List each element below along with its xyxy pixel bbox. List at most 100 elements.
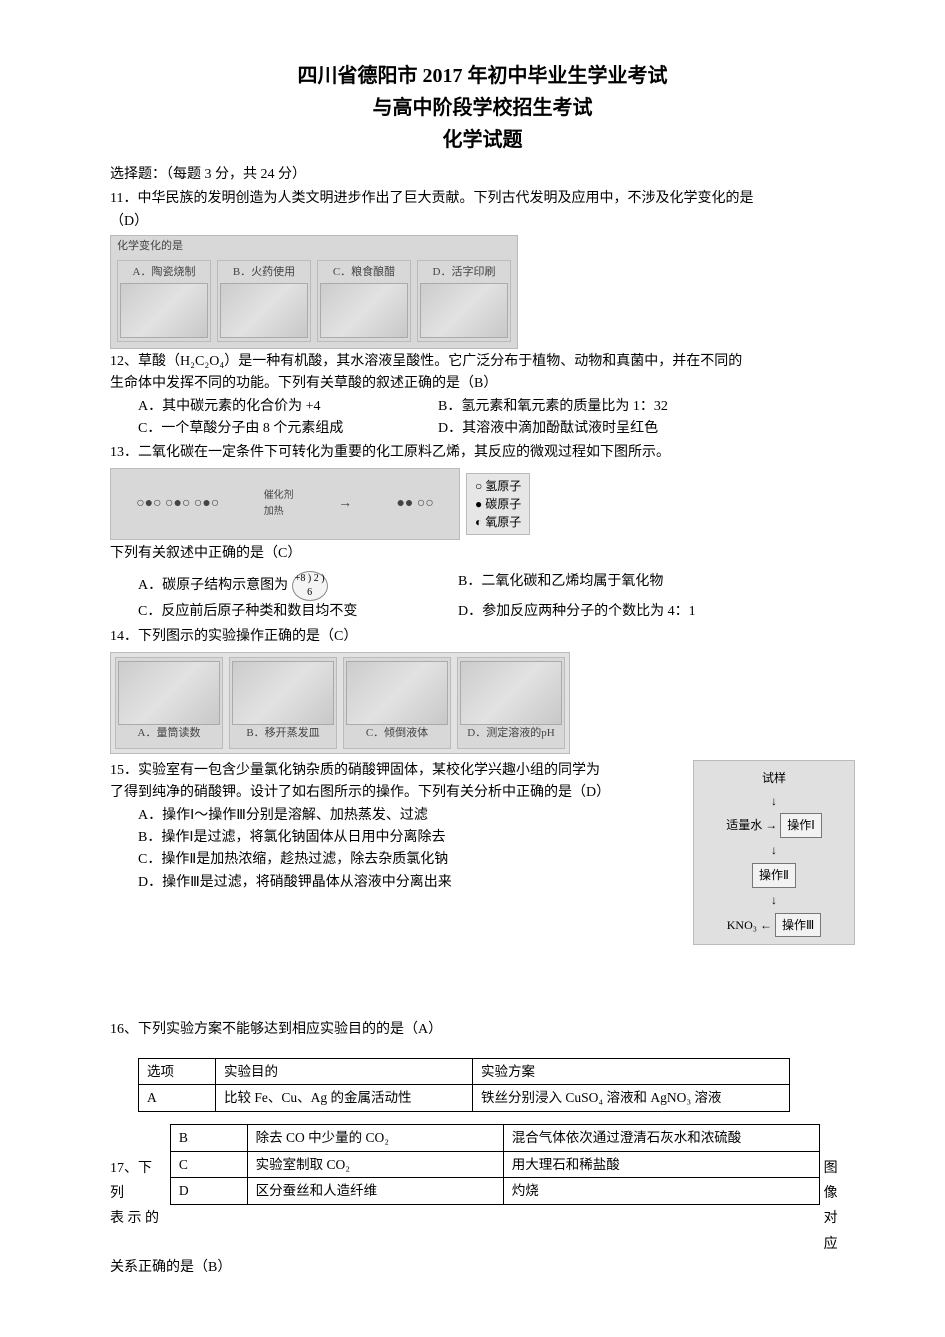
question-14: 14．下列图示的实验操作正确的是（C） A．量筒读数 B．移开蒸发皿 C．倾倒液… — [110, 626, 855, 758]
question-12: 12、草酸（H₂C₂O₄）是一种有机酸，其水溶液呈酸性。它广泛分布于植物、动物和… — [110, 351, 855, 441]
flow-kno3: KNO₃ ← — [727, 918, 772, 932]
q13-opts-row2: C．反应前后原子种类和数目均不变 D．参加反应两种分子的个数比为 4：1 — [110, 601, 855, 623]
q11-opt-a: A．陶瓷烧制 — [117, 260, 211, 342]
q13-opt-b: B．二氧化碳和乙烯均属于氧化物 — [458, 571, 663, 601]
q12-opts-row1: A．其中碳元素的化合价为 +4 B．氢元素和氧元素的质量比为 1：32 — [110, 396, 855, 418]
gunpowder-icon — [220, 283, 308, 337]
q16-d1: 区分蚕丝和人造纤维 — [247, 1178, 503, 1205]
q16-c1: 实验室制取 CO₂ — [247, 1151, 503, 1178]
q12-line1: 12、草酸（H₂C₂O₄）是一种有机酸，其水溶液呈酸性。它广泛分布于植物、动物和… — [110, 351, 855, 373]
flow-arrow-3: ↓ — [704, 889, 844, 912]
atom-structure-icon: +8 ) 2 ) 6 — [292, 571, 328, 601]
q16-a1: 比较 Fe、Cu、Ag 的金属活动性 — [216, 1085, 473, 1112]
q13-line1: 13．二氧化碳在一定条件下可转化为重要的化工原料乙烯，其反应的微观过程如下图所示… — [110, 442, 855, 464]
legend-h: ○ 氢原子 — [475, 477, 521, 495]
evaporating-dish-icon — [232, 661, 334, 725]
legend-o: ◐ 氧原子 — [475, 513, 521, 531]
q16-h2: 实验方案 — [473, 1058, 790, 1085]
q14-d-label: D．测定溶液的pH — [467, 725, 554, 743]
flow-op3: 操作Ⅲ — [775, 913, 821, 938]
q16-h1: 实验目的 — [216, 1058, 473, 1085]
q12-line2: 生命体中发挥不同的功能。下列有关草酸的叙述正确的是（B） — [110, 373, 855, 395]
q16-d2: 灼烧 — [503, 1178, 819, 1205]
q13-a-pre: A．碳原子结构示意图为 — [138, 578, 288, 593]
pouring-liquid-icon — [346, 661, 448, 725]
q17-right-1: 图 像 — [824, 1156, 855, 1206]
table-row: B 除去 CO 中少量的 CO₂ 混合气体依次通过澄清石灰水和浓硫酸 — [170, 1125, 819, 1152]
q11-opt-d-label: D．活字印刷 — [433, 264, 496, 282]
reaction-diagram: ○●○ ○●○ ○●○ 催化剂加热 → ●● ○○ — [110, 468, 460, 540]
q15-line1: 15．实验室有一包含少量氯化钠杂质的硝酸钾固体，某校化学兴趣小组的同学为 — [110, 760, 679, 782]
question-11: 11．中华民族的发明创造为人类文明进步作出了巨大贡献。下列古代发明及应用中，不涉… — [110, 188, 855, 348]
flow-row-3: KNO₃ ← 操作Ⅲ — [704, 912, 844, 939]
cylinder-reading-icon — [118, 661, 220, 725]
product-icon: ●● ○○ — [396, 493, 433, 515]
q14-b-label: B．移开蒸发皿 — [246, 725, 319, 743]
q14-stem: 14．下列图示的实验操作正确的是（C） — [110, 626, 855, 648]
q13-opt-c: C．反应前后原子种类和数目均不变 — [138, 601, 458, 623]
q15-line2: 了得到纯净的硝酸钾。设计了如右图所示的操作。下列有关分析中正确的是（D） — [110, 782, 679, 804]
q17-right-2: 对 应 — [824, 1206, 855, 1256]
q16-b1: 除去 CO 中少量的 CO₂ — [247, 1125, 503, 1152]
table-row: A 比较 Fe、Cu、Ag 的金属活动性 铁丝分别浸入 CuSO₄ 溶液和 Ag… — [139, 1085, 790, 1112]
q12-opts-row2: C．一个草酸分子由 8 个元素组成 D．其溶液中滴加酚酞试液时呈红色 — [110, 418, 855, 440]
q17-left-2: 表 示 的 — [110, 1206, 166, 1231]
q16-lower-wrap: 17、下列 表 示 的 B 除去 CO 中少量的 CO₂ 混合气体依次通过澄清石… — [110, 1118, 855, 1257]
vinegar-icon — [320, 283, 408, 337]
q17-tail: 关系正确的是（B） — [110, 1257, 855, 1279]
q13-mid: 下列有关叙述中正确的是（C） — [110, 543, 855, 565]
q11-opt-c: C．粮食酿醋 — [317, 260, 411, 342]
ph-test-icon — [460, 661, 562, 725]
flow-water: 适量水 → — [726, 818, 777, 832]
q13-diagram-row: ○●○ ○●○ ○●○ 催化剂加热 → ●● ○○ ○ 氢原子 ● 碳原子 ◐ … — [110, 468, 855, 540]
q16-a2: 铁丝分别浸入 CuSO₄ 溶液和 AgNO₃ 溶液 — [473, 1085, 790, 1112]
q12-opt-d: D．其溶液中滴加酚酞试液时呈红色 — [438, 418, 658, 440]
q14-c-label: C．倾倒液体 — [366, 725, 428, 743]
flow-sample: 试样 — [704, 767, 844, 790]
q16-a0: A — [139, 1085, 216, 1112]
q13-opt-d: D．参加反应两种分子的个数比为 4：1 — [458, 601, 696, 623]
q11-image-strip: 化学变化的是 A．陶瓷烧制 B．火药使用 C．粮食酿醋 D．活字印刷 — [110, 235, 518, 349]
q11-opt-a-label: A．陶瓷烧制 — [133, 264, 196, 282]
q15-text: 15．实验室有一包含少量氯化钠杂质的硝酸钾固体，某校化学兴趣小组的同学为 了得到… — [110, 760, 679, 894]
q14-opt-b: B．移开蒸发皿 — [229, 657, 337, 749]
molecule-icon: ○●○ ○●○ ○●○ — [136, 493, 219, 515]
q13-opts-row1: A．碳原子结构示意图为 +8 ) 2 ) 6 B．二氧化碳和乙烯均属于氧化物 — [110, 571, 855, 601]
q16-c0: C — [170, 1151, 247, 1178]
question-13: 13．二氧化碳在一定条件下可转化为重要的化工原料乙烯，其反应的微观过程如下图所示… — [110, 442, 855, 623]
title-line-1: 四川省德阳市 2017 年初中毕业生学业考试 — [110, 60, 855, 92]
q17-left-fragment: 17、下列 表 示 的 — [110, 1118, 170, 1232]
q11-strip-caption: 化学变化的是 — [117, 238, 511, 256]
q12-opt-b: B．氢元素和氧元素的质量比为 1：32 — [438, 396, 668, 418]
legend-c: ● 碳原子 — [475, 495, 521, 513]
q16-table-bottom: B 除去 CO 中少量的 CO₂ 混合气体依次通过澄清石灰水和浓硫酸 C 实验室… — [170, 1124, 820, 1205]
section-intro: 选择题：（每题 3 分，共 24 分） — [110, 164, 855, 186]
flow-op2: 操作Ⅱ — [752, 863, 796, 888]
flow-op1: 操作Ⅰ — [780, 813, 822, 838]
question-15: 15．实验室有一包含少量氯化钠杂质的硝酸钾固体，某校化学兴趣小组的同学为 了得到… — [110, 760, 855, 946]
table-row: D 区分蚕丝和人造纤维 灼烧 — [170, 1178, 819, 1205]
q15-opt-c: C．操作Ⅱ是加热浓缩，趁热过滤，除去杂质氯化钠 — [110, 849, 679, 871]
ceramic-icon — [120, 283, 208, 337]
q11-stem-1: 11．中华民族的发明创造为人类文明进步作出了巨大贡献。下列古代发明及应用中，不涉… — [110, 188, 855, 210]
q16-table-top: 选项 实验目的 实验方案 A 比较 Fe、Cu、Ag 的金属活动性 铁丝分别浸入… — [138, 1058, 790, 1112]
q13-opt-a: A．碳原子结构示意图为 +8 ) 2 ) 6 — [138, 571, 458, 601]
q14-a-label: A．量筒读数 — [138, 725, 201, 743]
atom-legend: ○ 氢原子 ● 碳原子 ◐ 氧原子 — [466, 473, 530, 535]
q16-d0: D — [170, 1178, 247, 1205]
q14-opt-c: C．倾倒液体 — [343, 657, 451, 749]
question-16: 16、下列实验方案不能够达到相应实验目的的是（A） 选项 实验目的 实验方案 A… — [110, 1019, 855, 1279]
title-line-2: 与高中阶段学校招生考试 — [110, 92, 855, 124]
q14-opt-a: A．量筒读数 — [115, 657, 223, 749]
q11-opt-d: D．活字印刷 — [417, 260, 511, 342]
title-line-3: 化学试题 — [110, 124, 855, 156]
q15-flowchart: 试样 ↓ 适量水 → 操作Ⅰ ↓ 操作Ⅱ ↓ KNO₃ ← 操作Ⅲ — [693, 760, 855, 946]
flow-row-1: 适量水 → 操作Ⅰ — [704, 812, 844, 839]
q12-opt-a: A．其中碳元素的化合价为 +4 — [138, 396, 438, 418]
q11-opt-c-label: C．粮食酿醋 — [333, 264, 395, 282]
table-row: 选项 实验目的 实验方案 — [139, 1058, 790, 1085]
table-row: C 实验室制取 CO₂ 用大理石和稀盐酸 — [170, 1151, 819, 1178]
q15-opt-d: D．操作Ⅲ是过滤，将硝酸钾晶体从溶液中分离出来 — [110, 872, 679, 894]
q12-opt-c: C．一个草酸分子由 8 个元素组成 — [138, 418, 438, 440]
q14-image-strip: A．量筒读数 B．移开蒸发皿 C．倾倒液体 D．测定溶液的pH — [110, 652, 570, 754]
